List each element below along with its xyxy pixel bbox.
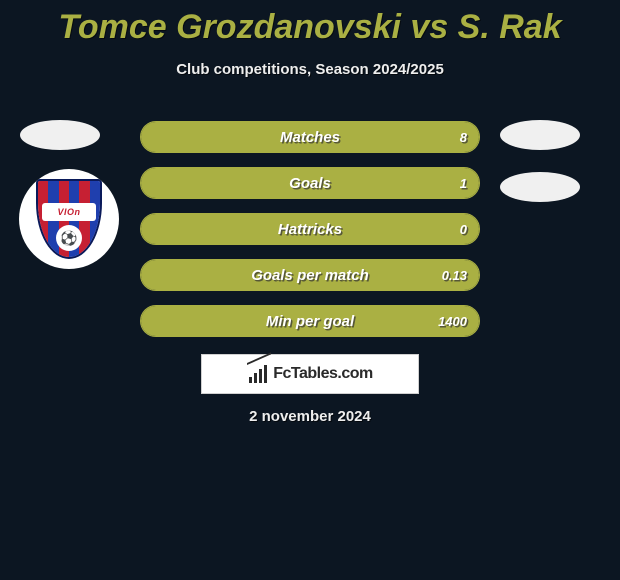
bar-row: Goals per match0.13 (140, 259, 480, 291)
bar-label: Goals (141, 168, 479, 198)
bar-value: 8 (460, 122, 467, 152)
player-badge-right-top (500, 120, 580, 150)
bar-row: Hattricks0 (140, 213, 480, 245)
bar-label: Min per goal (141, 306, 479, 336)
bar-value: 1400 (438, 306, 467, 336)
brand-chart-icon (247, 365, 269, 383)
bar-value: 0 (460, 214, 467, 244)
club-logo: VIOn ⚽ (19, 169, 119, 269)
subtitle: Club competitions, Season 2024/2025 (0, 61, 620, 78)
comparison-bars: Matches8Goals1Hattricks0Goals per match0… (140, 121, 480, 351)
player-badge-right-bottom (500, 172, 580, 202)
bar-row: Goals1 (140, 167, 480, 199)
soccer-ball-icon: ⚽ (56, 225, 82, 251)
bar-label: Hattricks (141, 214, 479, 244)
date-line: 2 november 2024 (0, 408, 620, 425)
bar-value: 1 (460, 168, 467, 198)
page-title: Tomce Grozdanovski vs S. Rak (0, 0, 620, 47)
brand-text: FcTables.com (273, 365, 373, 383)
bar-label: Goals per match (141, 260, 479, 290)
bar-label: Matches (141, 122, 479, 152)
bar-row: Matches8 (140, 121, 480, 153)
player-badge-left (20, 120, 100, 150)
club-shield-label: VIOn (42, 203, 96, 221)
brand-box: FcTables.com (201, 354, 419, 394)
bar-value: 0.13 (442, 260, 467, 290)
club-shield: VIOn ⚽ (36, 179, 102, 259)
bar-row: Min per goal1400 (140, 305, 480, 337)
